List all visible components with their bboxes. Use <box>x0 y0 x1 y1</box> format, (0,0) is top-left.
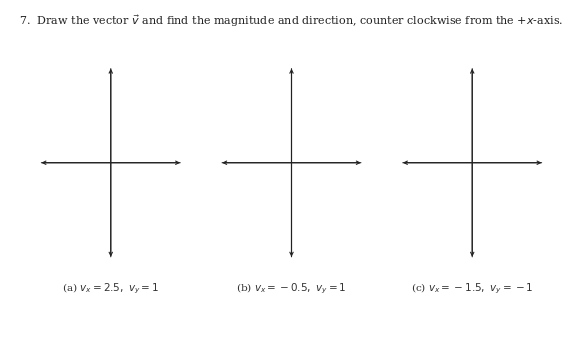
Text: (a) $v_x=2.5,\ v_y=1$: (a) $v_x=2.5,\ v_y=1$ <box>62 281 160 296</box>
Text: 7.  Draw the vector $\vec{v}$ and find the magnitude and direction, counter cloc: 7. Draw the vector $\vec{v}$ and find th… <box>19 14 564 29</box>
Text: (c) $v_x=-1.5,\ v_y=-1$: (c) $v_x=-1.5,\ v_y=-1$ <box>411 281 533 296</box>
Text: (b) $v_x=-0.5,\ v_y=1$: (b) $v_x=-0.5,\ v_y=1$ <box>236 281 347 296</box>
